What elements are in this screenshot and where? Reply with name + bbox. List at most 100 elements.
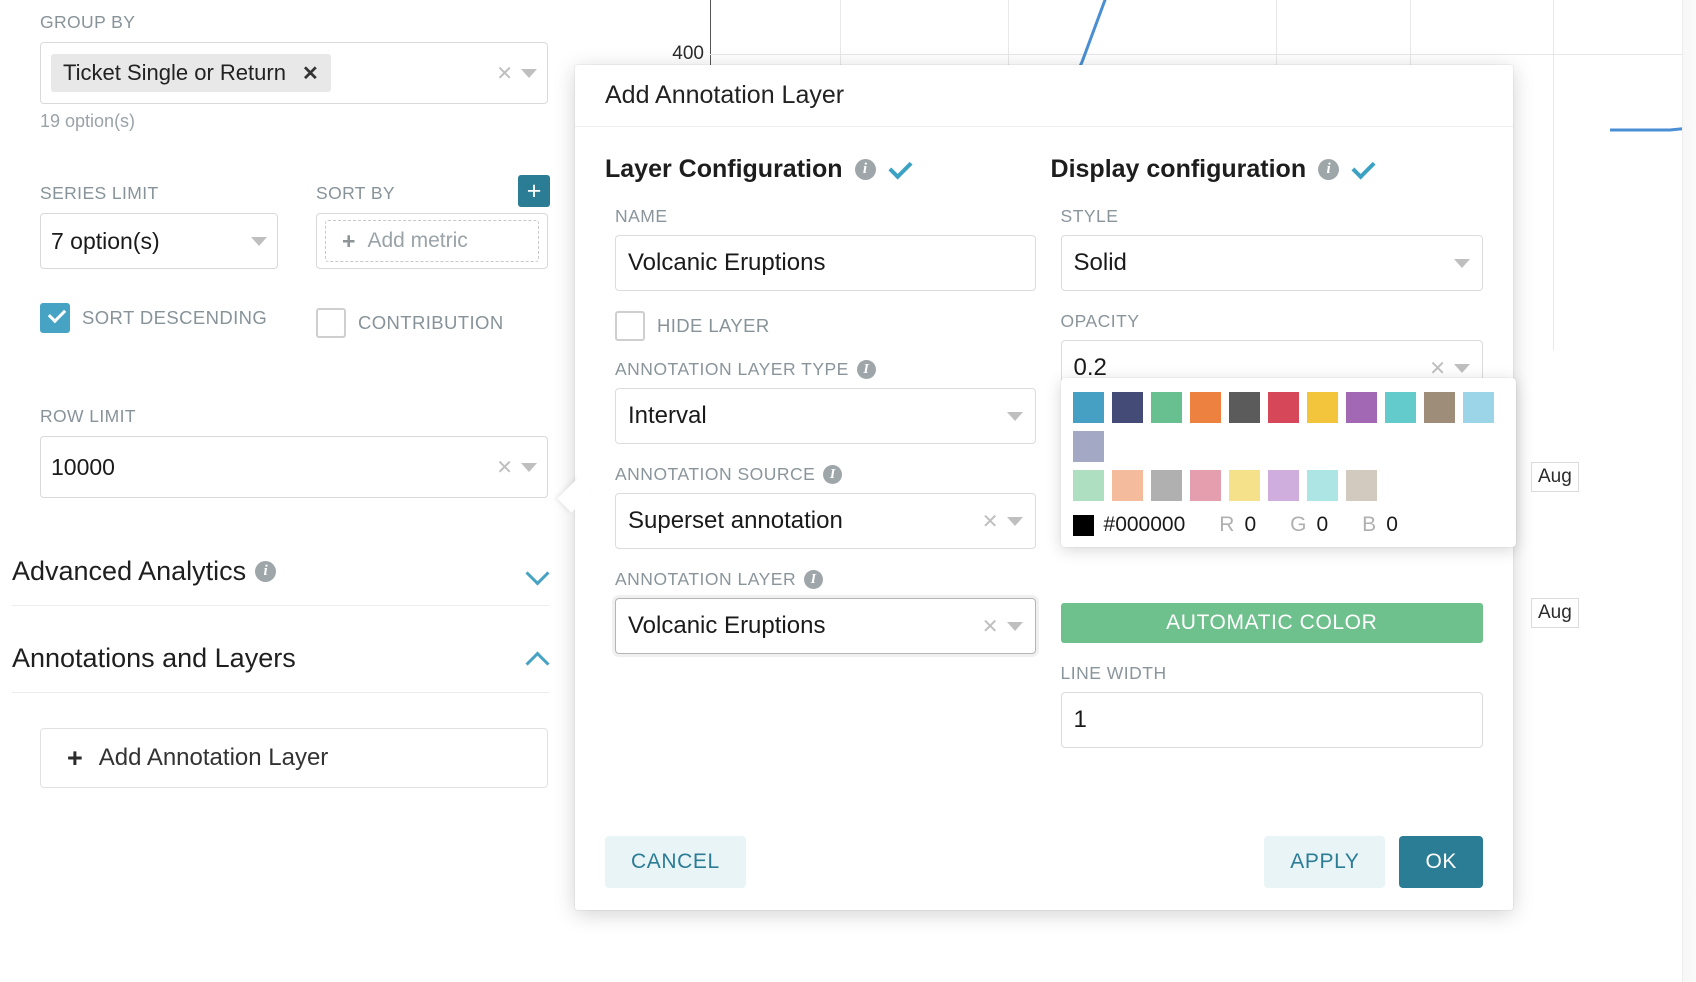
row-limit-select[interactable]: 10000 ✕ [40,436,548,498]
add-annotation-layer-button[interactable]: + Add Annotation Layer [40,728,548,788]
sort-descending-control[interactable]: SORT DESCENDING [40,303,290,333]
color-swatch[interactable] [1306,470,1338,501]
color-swatch[interactable] [1228,392,1260,423]
sort-by-field[interactable]: + Add metric [316,213,548,269]
r-value[interactable]: 0 [1244,513,1257,536]
clear-icon[interactable]: ✕ [981,510,999,533]
apply-button[interactable]: APPLY [1264,836,1386,888]
cancel-button-label: CANCEL [631,850,720,873]
style-value: Solid [1073,249,1127,276]
chevron-down-icon[interactable] [1006,621,1023,631]
color-swatch-grid-row2 [1072,470,1504,501]
group-by-select[interactable]: Ticket Single or Return ✕ ✕ [40,42,548,104]
section-advanced-analytics-header[interactable]: Advanced Analytics i [12,556,549,605]
chevron-down-icon[interactable] [521,68,537,78]
annotation-source-select[interactable]: Superset annotation ✕ [615,493,1036,549]
annotation-layer-select[interactable]: Volcanic Eruptions ✕ [615,598,1036,654]
hide-layer-control[interactable]: HIDE LAYER [615,311,1036,341]
color-swatch[interactable] [1306,392,1338,423]
chevron-down-icon[interactable] [1006,411,1023,421]
group-by-label: GROUP BY [40,12,136,32]
chevron-down-icon[interactable] [1454,258,1470,268]
color-swatch[interactable] [1189,470,1221,501]
info-icon[interactable]: i [854,159,876,180]
line-width-input[interactable]: 1 [1060,692,1483,748]
color-swatch[interactable] [1072,431,1104,462]
b-value[interactable]: 0 [1386,513,1398,536]
clear-icon[interactable]: ✕ [1429,357,1446,380]
modal-header: Add Annotation Layer [575,65,1513,127]
color-swatch[interactable] [1384,392,1416,423]
color-swatch[interactable] [1150,470,1182,501]
color-swatch[interactable] [1345,470,1377,501]
line-width-value: 1 [1073,706,1087,733]
contribution-checkbox[interactable] [316,308,346,338]
section-annotations-and-layers[interactable]: Annotations and Layers [12,643,549,693]
g-value[interactable]: 0 [1316,513,1329,536]
color-swatch[interactable] [1345,392,1377,423]
chevron-down-icon[interactable] [251,236,267,246]
ok-button[interactable]: OK [1399,836,1483,888]
color-swatch[interactable] [1228,470,1260,501]
info-icon[interactable]: i [856,360,876,379]
divider [12,692,549,693]
info-icon[interactable]: i [823,465,843,484]
remove-tag-icon[interactable]: ✕ [301,62,319,85]
chevron-down-icon[interactable] [527,561,549,583]
apply-button-label: APPLY [1290,850,1360,873]
clear-icon[interactable]: ✕ [496,62,513,85]
gridline-vertical [1553,0,1554,350]
add-annotation-layer-modal: Add Annotation Layer Layer Configuration… [557,65,1516,910]
plus-icon: + [342,227,356,254]
contribution-label: CONTRIBUTION [358,312,504,333]
color-swatch[interactable] [1423,392,1455,423]
section-advanced-analytics[interactable]: Advanced Analytics i [12,556,549,606]
color-picker-popover[interactable]: #000000 R 0 G 0 B 0 [1060,378,1516,547]
color-swatch[interactable] [1072,470,1104,501]
group-by-tag[interactable]: Ticket Single or Return ✕ [51,54,331,92]
chevron-down-icon[interactable] [1454,363,1470,373]
style-label: STYLE [1060,206,1119,226]
name-input[interactable]: Volcanic Eruptions [615,235,1036,291]
color-swatch[interactable] [1111,392,1143,423]
clear-icon[interactable]: ✕ [496,456,513,479]
add-metric-label: Add metric [367,229,468,252]
info-icon[interactable]: i [804,570,824,589]
modal-body: Layer Configuration i NAME Volcanic Erup… [575,127,1516,814]
annotation-layer-type-label: ANNOTATION LAYER TYPE i [615,359,1036,380]
color-swatch[interactable] [1462,392,1494,423]
hide-layer-checkbox[interactable] [615,311,645,341]
add-sort-by-button[interactable]: + [518,175,550,207]
info-icon[interactable]: i [1318,159,1340,180]
color-swatch[interactable] [1150,392,1182,423]
color-swatch[interactable] [1189,392,1221,423]
chevron-up-icon[interactable] [527,648,549,670]
info-icon[interactable]: i [255,561,277,582]
hex-value[interactable]: #000000 [1103,513,1186,536]
section-annotations-header[interactable]: Annotations and Layers [12,643,549,692]
add-metric-button[interactable]: + Add metric [325,220,539,262]
color-swatch[interactable] [1072,392,1104,423]
sort-descending-checkbox[interactable] [40,303,70,333]
chart-right-edge [1682,0,1696,982]
display-configuration-heading: Display configuration i [1051,155,1483,184]
row-limit-value: 10000 [51,453,115,480]
annotation-layer-label: ANNOTATION LAYER i [615,569,1036,590]
color-swatch[interactable] [1111,470,1143,501]
row-limit-control: ROW LIMIT 10000 ✕ [40,406,548,498]
chevron-down-icon[interactable] [1006,516,1023,526]
contribution-control[interactable]: CONTRIBUTION [316,308,566,338]
y-axis-tick-label: 400 [672,43,704,64]
opacity-label: OPACITY [1060,311,1140,331]
annotation-layer-type-select[interactable]: Interval [615,388,1036,444]
cancel-button[interactable]: CANCEL [605,836,746,888]
color-swatch[interactable] [1267,470,1299,501]
clear-icon[interactable]: ✕ [981,615,999,638]
automatic-color-button[interactable]: AUTOMATIC COLOR [1060,603,1483,643]
chevron-down-icon[interactable] [521,462,537,472]
style-select[interactable]: Solid [1060,235,1483,291]
color-swatch[interactable] [1267,392,1299,423]
annotation-layer-label-text: ANNOTATION LAYER [615,569,797,589]
layer-config-fields: NAME Volcanic Eruptions HIDE LAYER ANNOT… [615,206,1036,654]
series-limit-select[interactable]: 7 option(s) [40,213,278,269]
